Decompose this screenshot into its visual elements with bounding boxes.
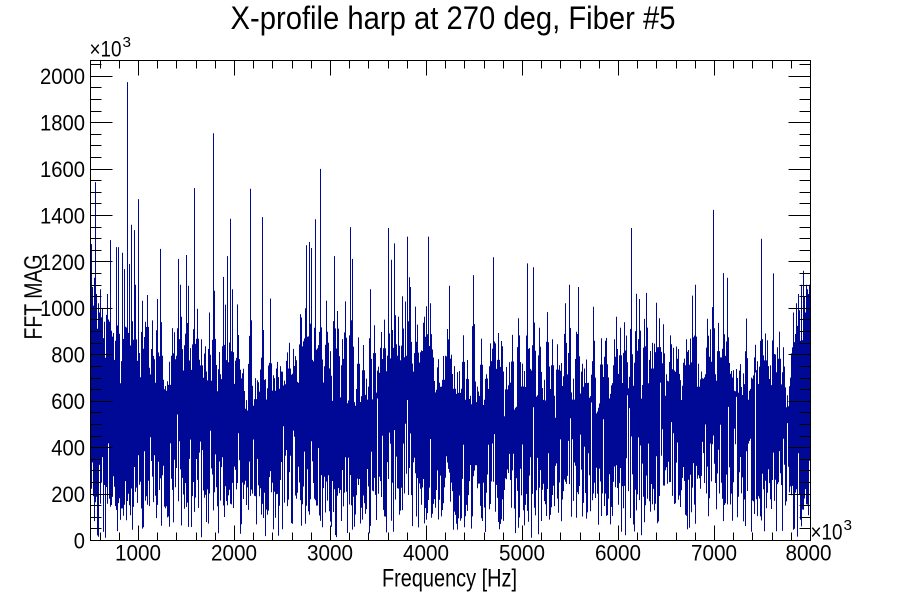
svg-text:1000: 1000 (115, 541, 161, 566)
svg-text:600: 600 (51, 389, 85, 414)
svg-text:X-profile harp at 270 deg, Fib: X-profile harp at 270 deg, Fiber #5 (231, 0, 676, 36)
svg-text:2000: 2000 (211, 541, 257, 566)
svg-text:1200: 1200 (40, 250, 85, 275)
svg-text:1400: 1400 (40, 203, 85, 228)
svg-text:4000: 4000 (403, 541, 449, 566)
svg-text:×10: ×10 (90, 37, 122, 62)
svg-text:6000: 6000 (595, 541, 641, 566)
svg-text:8000: 8000 (786, 541, 832, 566)
svg-text:FFT MAG: FFT MAG (20, 255, 48, 340)
svg-text:1800: 1800 (40, 111, 85, 136)
svg-text:800: 800 (51, 343, 85, 368)
svg-text:5000: 5000 (499, 541, 545, 566)
svg-text:3: 3 (844, 517, 853, 534)
svg-text:1600: 1600 (40, 157, 85, 182)
svg-text:0: 0 (74, 528, 85, 553)
svg-text:×10: ×10 (811, 520, 843, 545)
svg-text:Frequency [Hz]: Frequency [Hz] (382, 565, 517, 593)
svg-text:1000: 1000 (40, 296, 85, 321)
svg-text:400: 400 (51, 436, 85, 461)
svg-text:3000: 3000 (307, 541, 353, 566)
svg-text:200: 200 (51, 482, 85, 507)
svg-text:3: 3 (123, 34, 132, 51)
svg-text:7000: 7000 (691, 541, 737, 566)
svg-text:2000: 2000 (40, 64, 85, 89)
